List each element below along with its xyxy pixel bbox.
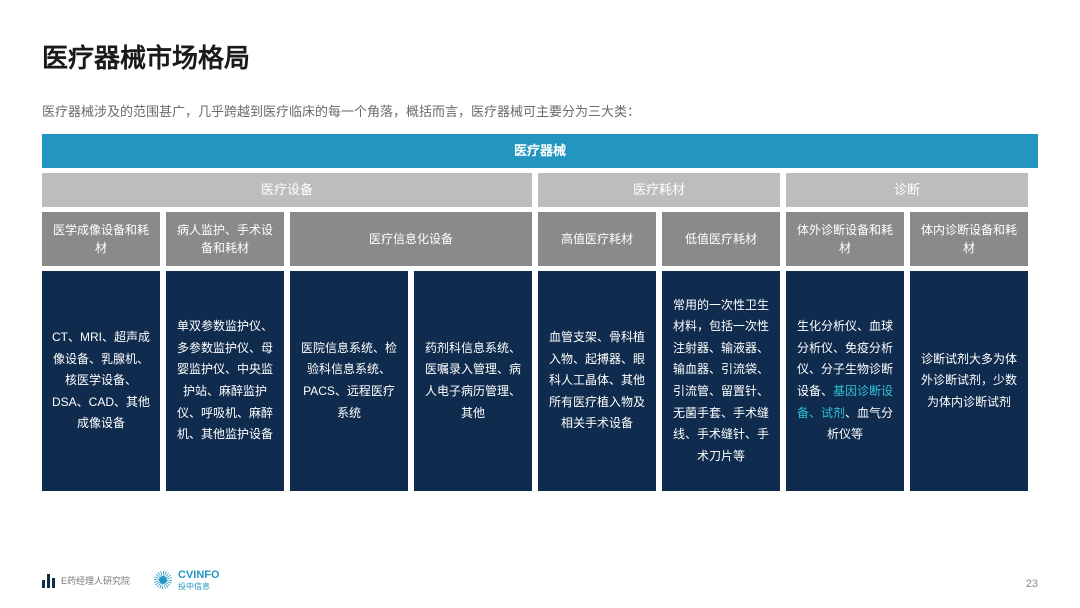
level3-node: 医学成像设备和耗材 xyxy=(42,212,160,266)
tree-row-level3: 医学成像设备和耗材 病人监护、手术设备和耗材 医疗信息化设备 高值医疗耗材 低值… xyxy=(42,212,1038,266)
leaf-node-highlight: 生化分析仪、血球分析仪、免疫分析仪、分子生物诊断设备、基因诊断设备、试剂、血气分… xyxy=(786,271,904,491)
bars-icon xyxy=(42,572,55,588)
hierarchy-tree: 医疗器械 医疗设备 医疗耗材 诊断 医学成像设备和耗材 病人监护、手术设备和耗材… xyxy=(42,134,1038,491)
level3-node: 体内诊断设备和耗材 xyxy=(910,212,1028,266)
slide-subtitle: 医疗器械涉及的范围甚广，几乎跨越到医疗临床的每一个角落，概括而言，医疗器械可主要… xyxy=(42,101,1038,120)
logo-eyao: E药经理人研究院 xyxy=(42,572,130,588)
level3-node: 医疗信息化设备 xyxy=(290,212,532,266)
leaf-node: 单双参数监护仪、多参数监护仪、母婴监护仪、中央监护站、麻醉监护仪、呼吸机、麻醉机… xyxy=(166,271,284,491)
logo-cvinfo-bottom: 投中信息 xyxy=(178,581,220,592)
leaf-node: 血管支架、骨科植入物、起搏器、眼科人工晶体、其他所有医疗植入物及相关手术设备 xyxy=(538,271,656,491)
logo-cvinfo: CVINFO 投中信息 xyxy=(154,569,220,592)
level3-node: 低值医疗耗材 xyxy=(662,212,780,266)
page-number: 23 xyxy=(1026,578,1038,590)
leaf-text: 药剂科信息系统、医嘱录入管理、病人电子病历管理、其他 xyxy=(422,338,524,424)
leaf-text: 医院信息系统、检验科信息系统、PACS、远程医疗系统 xyxy=(298,338,400,424)
leaf-node: 医院信息系统、检验科信息系统、PACS、远程医疗系统 xyxy=(290,271,408,491)
tree-row-root: 医疗器械 xyxy=(42,134,1038,168)
leaf-node: CT、MRI、超声成像设备、乳腺机、核医学设备、DSA、CAD、其他成像设备 xyxy=(42,271,160,491)
level2-node: 医疗耗材 xyxy=(538,173,780,207)
root-node: 医疗器械 xyxy=(42,134,1038,168)
leaf-node: 诊断试剂大多为体外诊断试剂，少数为体内诊断试剂 xyxy=(910,271,1028,491)
leaf-text: 诊断试剂大多为体外诊断试剂，少数为体内诊断试剂 xyxy=(918,349,1020,414)
level2-node: 医疗设备 xyxy=(42,173,532,207)
leaf-text: CT、MRI、超声成像设备、乳腺机、核医学设备、DSA、CAD、其他成像设备 xyxy=(50,327,152,435)
leaf-node: 药剂科信息系统、医嘱录入管理、病人电子病历管理、其他 xyxy=(414,271,532,491)
leaf-text: 单双参数监护仪、多参数监护仪、母婴监护仪、中央监护站、麻醉监护仪、呼吸机、麻醉机… xyxy=(174,316,276,446)
level3-node: 体外诊断设备和耗材 xyxy=(786,212,904,266)
leaf-text: 常用的一次性卫生材料，包括一次性注射器、输液器、输血器、引流袋、引流管、留置针、… xyxy=(670,295,772,468)
leaf-node: 常用的一次性卫生材料，包括一次性注射器、输液器、输血器、引流袋、引流管、留置针、… xyxy=(662,271,780,491)
level3-node: 病人监护、手术设备和耗材 xyxy=(166,212,284,266)
burst-icon xyxy=(154,571,172,589)
logo-eyao-text: E药经理人研究院 xyxy=(61,574,130,587)
level2-node: 诊断 xyxy=(786,173,1028,207)
slide-title: 医疗器械市场格局 xyxy=(42,38,1038,75)
footer: E药经理人研究院 CVINFO 投中信息 xyxy=(42,569,220,592)
level3-node: 高值医疗耗材 xyxy=(538,212,656,266)
logo-cvinfo-top: CVINFO xyxy=(178,569,220,581)
leaf-text: 生化分析仪、血球分析仪、免疫分析仪、分子生物诊断设备、基因诊断设备、试剂、血气分… xyxy=(794,316,896,446)
tree-row-level2: 医疗设备 医疗耗材 诊断 xyxy=(42,173,1038,207)
leaf-text: 血管支架、骨科植入物、起搏器、眼科人工晶体、其他所有医疗植入物及相关手术设备 xyxy=(546,327,648,435)
tree-row-leaves: CT、MRI、超声成像设备、乳腺机、核医学设备、DSA、CAD、其他成像设备 单… xyxy=(42,271,1038,491)
slide: 医疗器械市场格局 医疗器械涉及的范围甚广，几乎跨越到医疗临床的每一个角落，概括而… xyxy=(0,0,1080,608)
